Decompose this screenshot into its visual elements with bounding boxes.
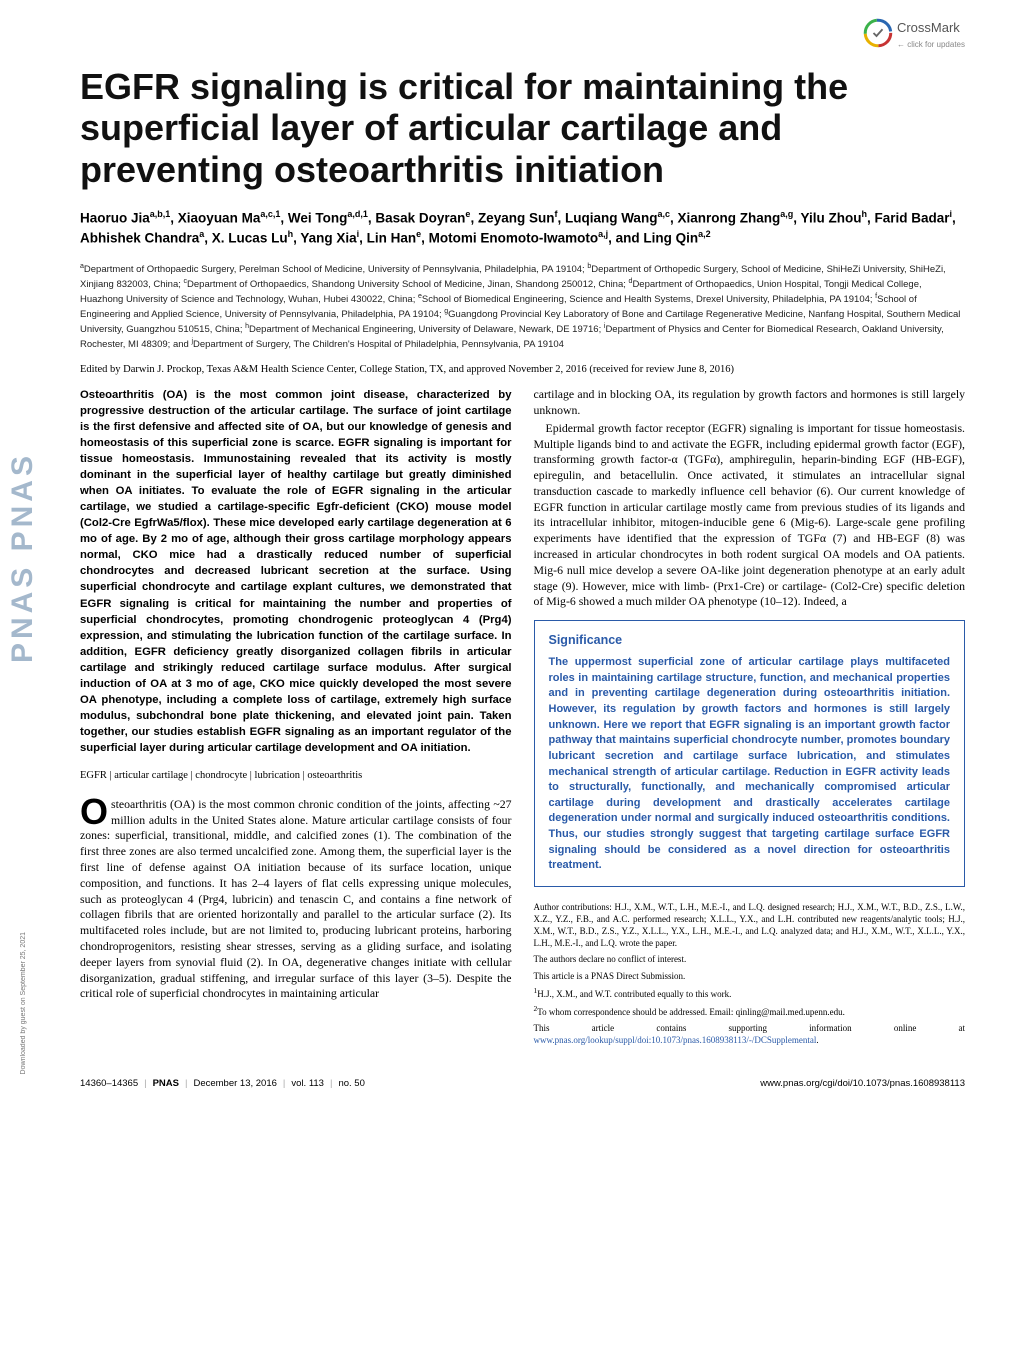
footnotes: Author contributions: H.J., X.M., W.T., … [534,901,966,1046]
left-column: Osteoarthritis (OA) is the most common j… [80,387,512,1050]
significance-body: The uppermost superficial zone of articu… [549,655,951,874]
footer-date: December 13, 2016 [193,1078,276,1089]
footer-volume: vol. 113 [291,1078,324,1089]
equal-contribution: 1H.J., X.M., and W.T. contributed equall… [534,986,966,1000]
crossmark-label: CrossMark ← click for updates [897,21,965,50]
download-note: Downloaded by guest on September 25, 202… [20,932,27,1074]
dropcap: O [80,797,111,827]
supporting-info-link[interactable]: www.pnas.org/lookup/suppl/doi:10.1073/pn… [534,1035,817,1045]
affiliations: aDepartment of Orthopaedic Surgery, Pere… [80,262,965,352]
correspondence: 2To whom correspondence should be addres… [534,1004,966,1018]
page-footer: 14360–14365 | PNAS | December 13, 2016 |… [80,1074,965,1089]
crossmark-badge[interactable]: CrossMark ← click for updates [863,18,965,53]
footer-journal: PNAS [153,1078,179,1089]
significance-heading: Significance [549,633,951,647]
conflict-statement: The authors declare no conflict of inter… [534,953,966,965]
edited-by-line: Edited by Darwin J. Prockop, Texas A&M H… [80,364,965,375]
footer-issue: no. 50 [338,1078,364,1089]
authors-list: Haoruo Jiaa,b,1, Xiaoyuan Maa,c,1, Wei T… [80,208,965,248]
footer-doi-link[interactable]: www.pnas.org/cgi/doi/10.1073/pnas.160893… [760,1078,965,1089]
submission-type: This article is a PNAS Direct Submission… [534,970,966,982]
abstract: Osteoarthritis (OA) is the most common j… [80,387,512,756]
keywords: EGFR | articular cartilage | chondrocyte… [80,770,512,781]
intro-paragraph: Osteoarthritis (OA) is the most common c… [80,797,512,1002]
author-contributions: Author contributions: H.J., X.M., W.T., … [534,901,966,950]
right-paragraph-1: cartilage and in blocking OA, its regula… [534,387,966,419]
article-title: EGFR signaling is critical for maintaini… [80,66,965,190]
pnas-vertical-text: PNAS PNAS [6,452,40,663]
right-paragraph-2: Epidermal growth factor receptor (EGFR) … [534,421,966,611]
supporting-info: This article contains supporting informa… [534,1022,966,1046]
significance-box: Significance The uppermost superficial z… [534,620,966,887]
right-column: cartilage and in blocking OA, its regula… [534,387,966,1050]
crossmark-icon [863,18,893,53]
footer-pages: 14360–14365 [80,1078,138,1089]
